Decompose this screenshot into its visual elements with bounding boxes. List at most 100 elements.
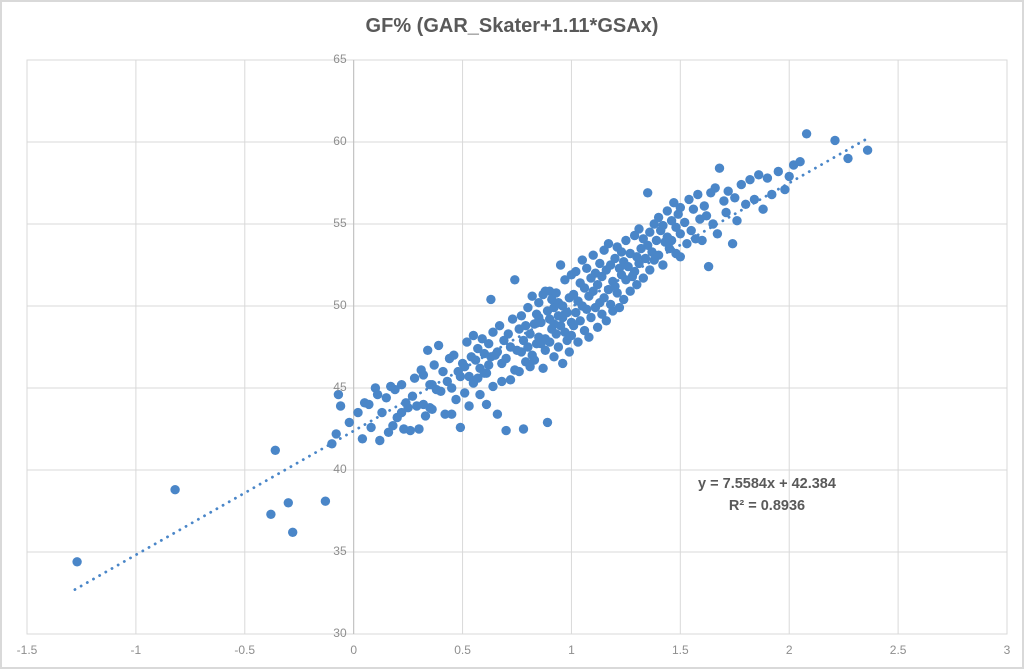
scatter-point [381, 393, 391, 403]
scatter-point [538, 363, 548, 373]
scatter-point [521, 321, 531, 331]
scatter-point [407, 391, 418, 401]
scatter-point [451, 394, 461, 405]
scatter-point [331, 429, 341, 439]
scatter-point [357, 434, 368, 444]
scatter-point [723, 186, 733, 196]
scatter-point [666, 216, 677, 226]
scatter-point [573, 337, 583, 347]
trendline [73, 136, 870, 591]
scatter-point [562, 307, 572, 318]
scatter-point [595, 258, 605, 269]
scatter-point [658, 220, 668, 231]
scatter-point [514, 366, 524, 377]
x-axis-tick-label: 2 [785, 643, 793, 657]
y-axis-tick-label: 40 [333, 462, 347, 476]
y-axis-tick-label: 50 [333, 298, 347, 312]
scatter-point [582, 263, 592, 273]
scatter-point [460, 362, 470, 372]
scatter-point [669, 198, 679, 208]
scatter-point [449, 350, 459, 360]
scatter-point [551, 288, 561, 298]
scatter-point [623, 261, 633, 272]
scatter-point [534, 298, 544, 308]
scatter-point [634, 224, 644, 234]
scatter-point [780, 184, 790, 195]
scatter-point [501, 353, 511, 364]
scatter-point [640, 253, 651, 264]
scatter-point [714, 163, 725, 173]
scatter-point [568, 289, 579, 300]
scatter-point [686, 225, 696, 236]
scatter-point [375, 435, 385, 446]
scatter-point [682, 239, 692, 249]
y-axis-tick-label: 60 [333, 134, 347, 148]
scatter-point [486, 294, 496, 305]
scatter-point [492, 347, 503, 357]
scatter-point [830, 135, 840, 146]
scatter-point [675, 202, 685, 213]
scatter-point [529, 355, 540, 365]
scatter-point [447, 409, 457, 419]
chart-title: GF% (GAR_Skater+1.11*GSAx) [365, 15, 659, 37]
x-axis-tick-label: 3 [1003, 643, 1011, 657]
scatter-point [560, 275, 570, 285]
scatter-point [497, 376, 507, 387]
scatter-point [658, 260, 668, 270]
scatter-point [516, 311, 527, 321]
scatter-point [266, 509, 276, 519]
scatter-point [697, 235, 707, 246]
scatter-point [749, 194, 760, 205]
scatter-point [475, 389, 485, 400]
scatter-point [488, 381, 498, 392]
scatter-point [758, 204, 768, 214]
scatter-point [719, 196, 729, 206]
y-axis-tick-label: 55 [333, 216, 347, 230]
scatter-point [843, 153, 853, 164]
scatter-point [710, 183, 720, 193]
scatter-point [566, 330, 577, 341]
scatter-point [558, 358, 568, 369]
scatter-point [638, 273, 648, 283]
scatter-point [492, 409, 503, 419]
scatter-point [503, 329, 513, 339]
scatter-point [447, 383, 457, 393]
scatter-point [438, 366, 448, 377]
scatter-point [518, 424, 529, 434]
scatter-point [601, 316, 611, 326]
x-axis-tick-label: 1 [568, 643, 575, 657]
scatter-point [72, 557, 82, 567]
scatter-point [405, 425, 415, 436]
scatter-point [664, 243, 675, 254]
scatter-point [488, 327, 498, 337]
scatter-point [409, 373, 420, 383]
scatter-point [586, 312, 596, 323]
scatter-point [592, 322, 603, 332]
scatter-point [684, 194, 694, 205]
scatter-point [597, 271, 607, 282]
scatter-point [505, 375, 516, 385]
x-axis-tick-label: -1.5 [16, 643, 38, 657]
scatter-point [455, 371, 466, 382]
scatter-point [377, 407, 387, 418]
scatter-point [549, 352, 559, 362]
scatter-point [632, 280, 642, 290]
y-axis-tick-label: 65 [333, 52, 347, 66]
scatter-point [507, 314, 518, 324]
scatter-point [653, 212, 664, 223]
scatter-point [542, 417, 553, 428]
scatter-point [712, 229, 723, 239]
scatter-point [629, 266, 640, 277]
scatter-point [862, 145, 873, 155]
scatter-point [727, 239, 738, 249]
scatter-point [571, 307, 581, 318]
scatter-point [603, 239, 614, 249]
scatter-point [614, 302, 625, 313]
scatter-point [579, 283, 590, 293]
scatter-point [680, 217, 690, 228]
trendline-equation: y = 7.5584x + 42.384 [698, 476, 836, 492]
scatter-point [327, 439, 337, 449]
scatter-point [390, 384, 400, 395]
scatter-point [754, 170, 764, 180]
scatter-point [288, 527, 298, 537]
